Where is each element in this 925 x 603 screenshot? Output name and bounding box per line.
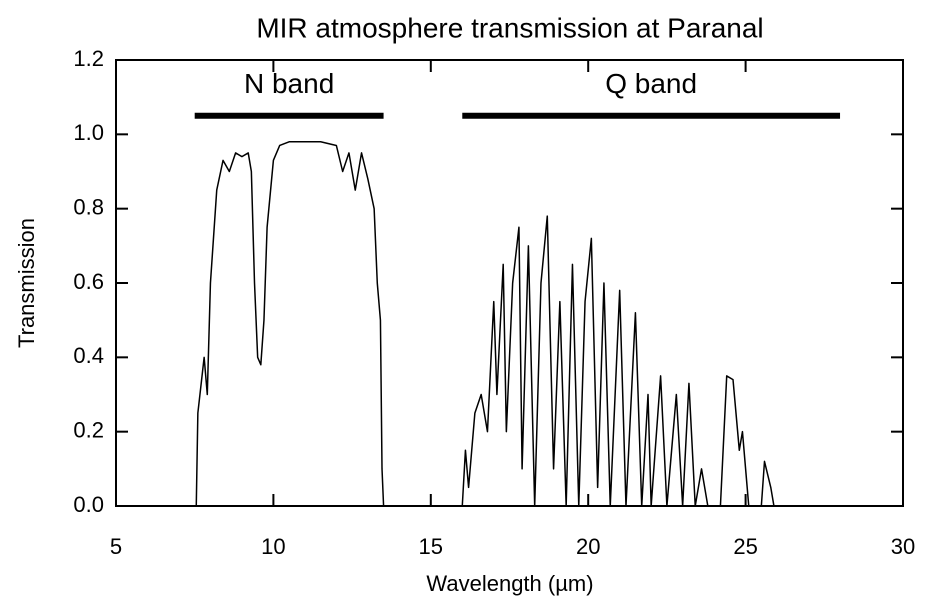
x-axis-label: Wavelength (µm): [426, 571, 593, 596]
plot-frame: [115, 59, 904, 507]
x-tick-label: 5: [110, 534, 122, 559]
x-tick-label: 25: [733, 534, 757, 559]
band-label: Q band: [605, 68, 697, 99]
x-tick-label: 10: [261, 534, 285, 559]
x-tick-label: 15: [419, 534, 443, 559]
y-tick-label: 0.6: [73, 269, 104, 294]
y-tick-label: 0.2: [73, 417, 104, 442]
y-tick-label: 0.0: [73, 492, 104, 517]
y-tick-label: 0.4: [73, 343, 104, 368]
y-tick-label: 1.2: [73, 46, 104, 71]
x-tick-label: 20: [576, 534, 600, 559]
y-tick-label: 0.8: [73, 194, 104, 219]
band-label: N band: [244, 68, 334, 99]
x-tick-label: 30: [891, 534, 915, 559]
transmission-line: [195, 141, 775, 507]
chart-title: MIR atmosphere transmission at Paranal: [256, 12, 763, 43]
y-tick-label: 1.0: [73, 120, 104, 145]
y-axis-label: Transmission: [14, 218, 39, 348]
